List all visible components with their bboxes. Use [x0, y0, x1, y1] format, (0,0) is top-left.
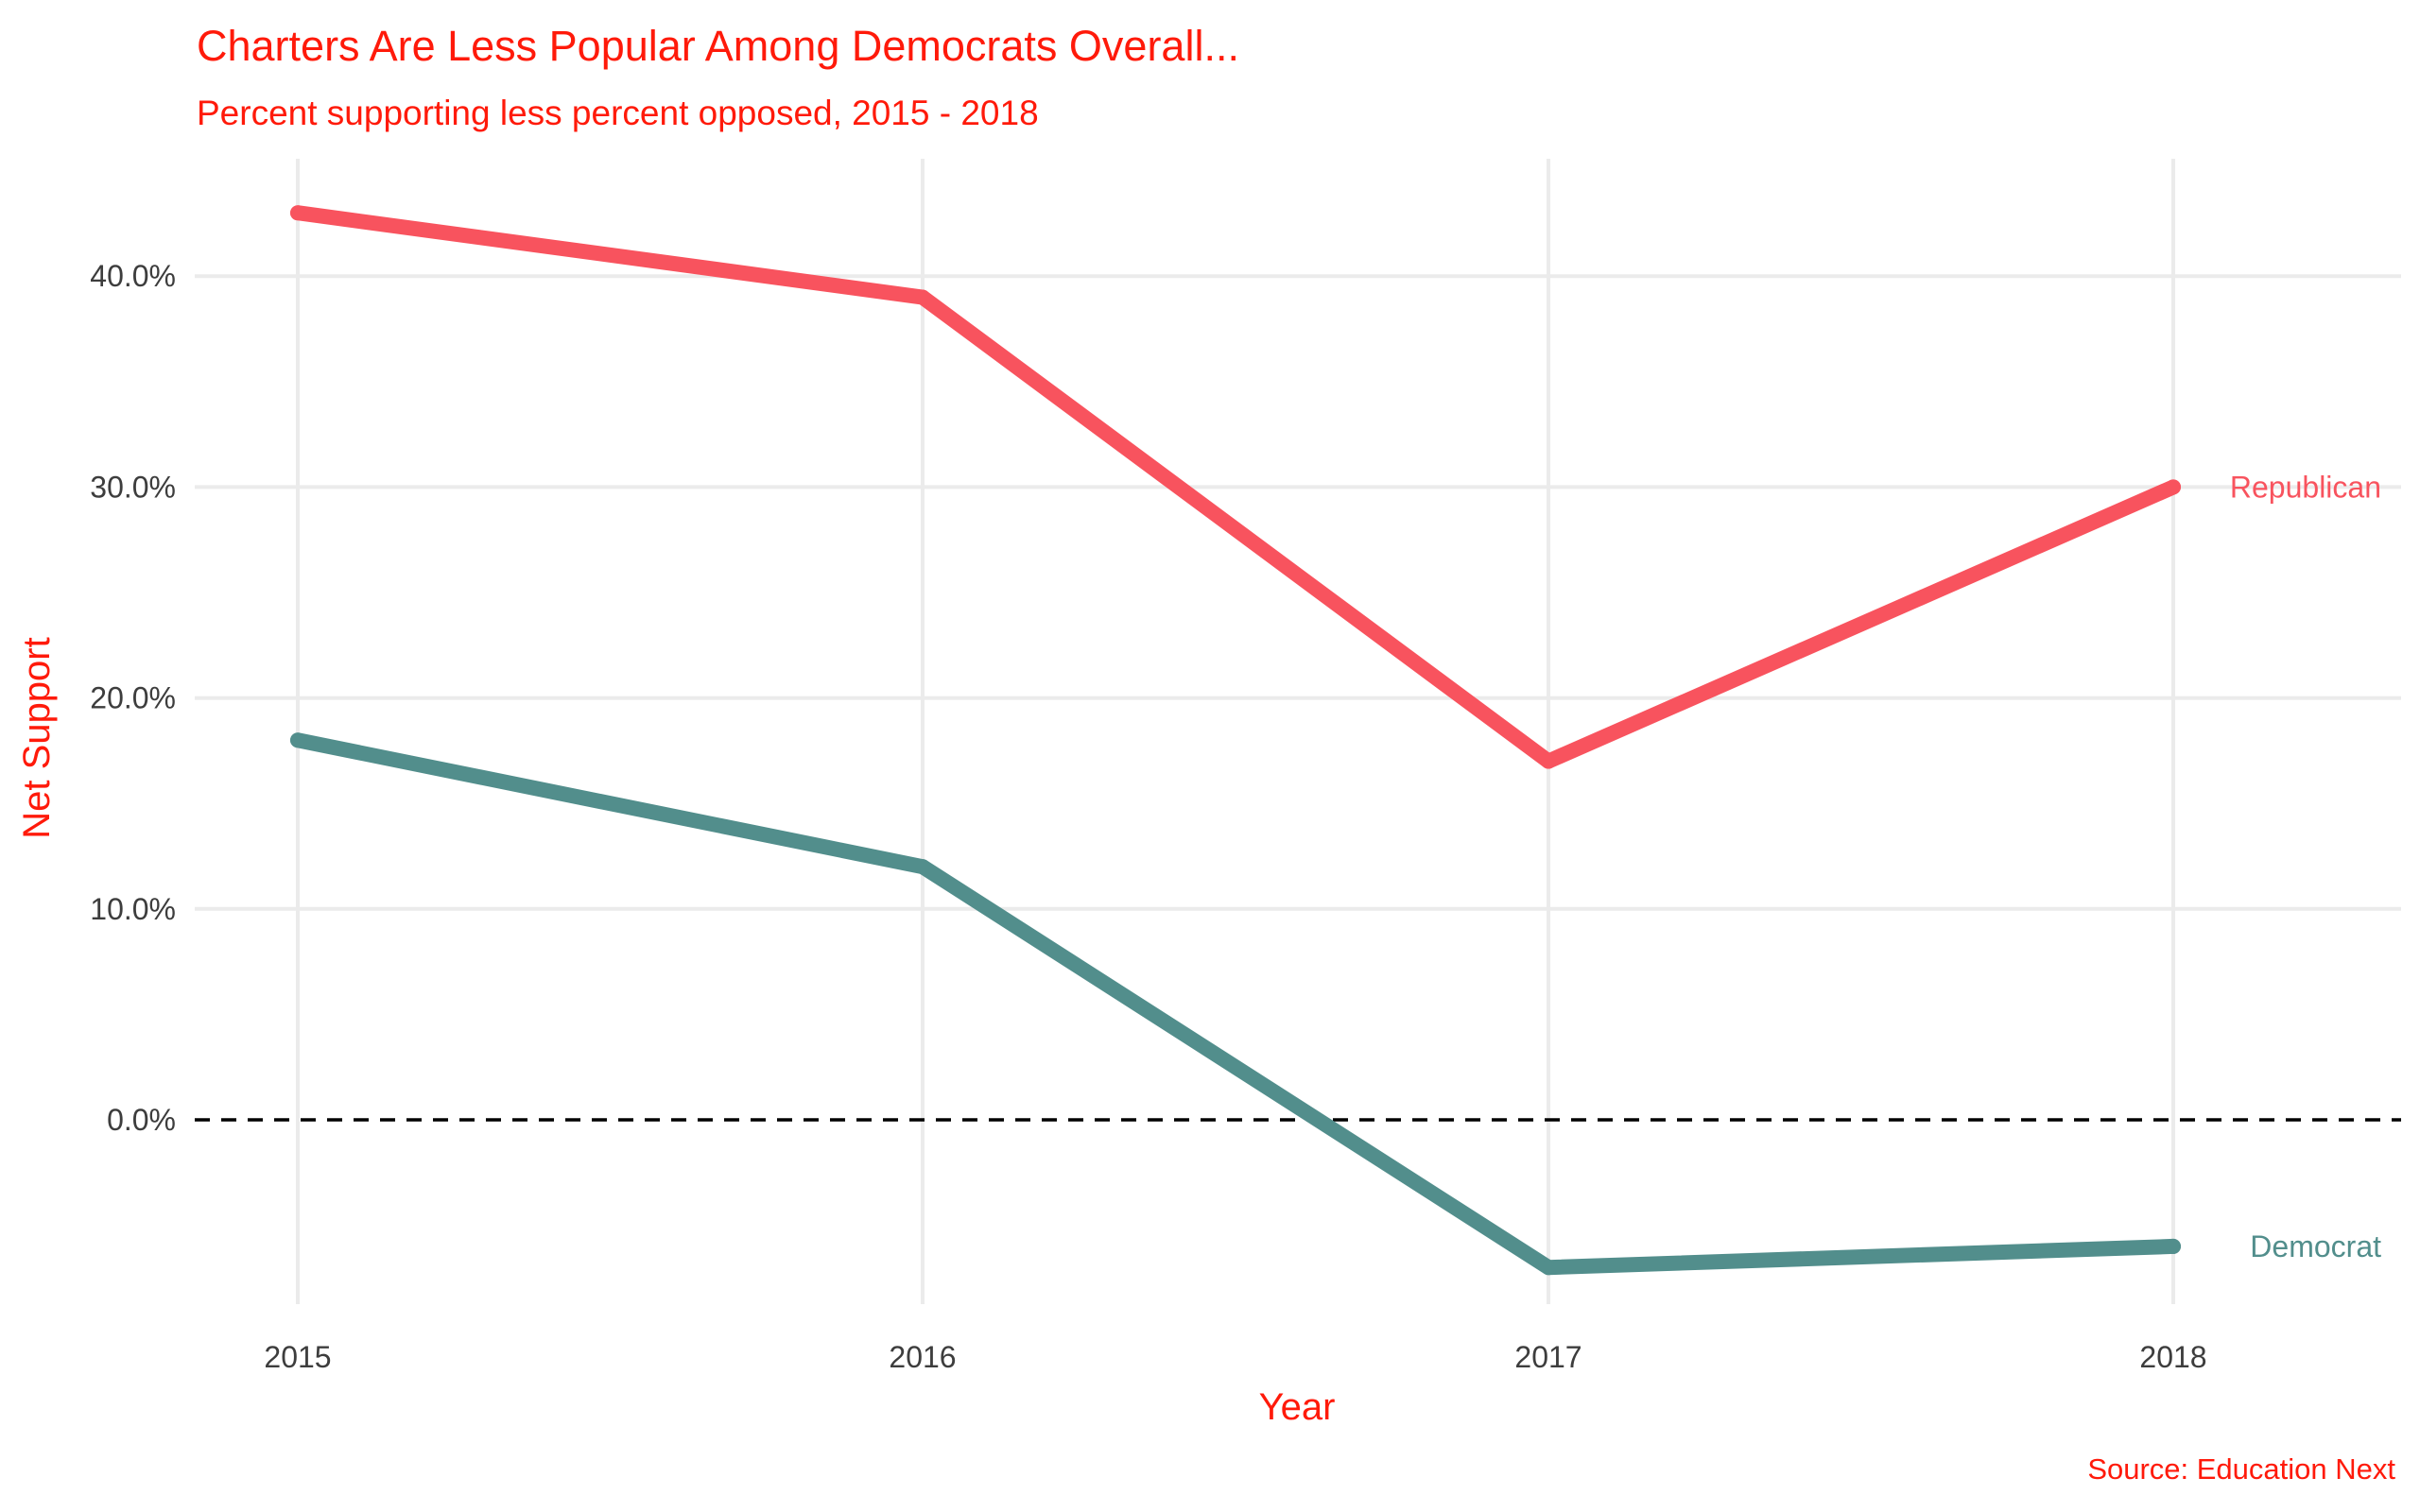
republican-point-2017 — [1541, 753, 1556, 769]
y-tick-label: 40.0% — [90, 259, 176, 293]
y-axis-ticks: 0.0% 10.0% 20.0% 30.0% 40.0% — [90, 259, 176, 1137]
y-tick-label: 20.0% — [90, 681, 176, 715]
republican-series-line — [290, 205, 2181, 769]
y-axis-title: Net Support — [16, 637, 58, 838]
x-tick-label: 2018 — [2139, 1340, 2206, 1374]
republican-series-label: Republican — [2230, 470, 2381, 504]
chart-title: Charters Are Less Popular Among Democrat… — [197, 22, 1239, 70]
democrat-series-label: Democrat — [2250, 1229, 2381, 1263]
democrat-point-2015 — [290, 732, 305, 748]
x-axis-ticks: 2015 2016 2017 2018 — [264, 1340, 2206, 1374]
series-lines — [290, 205, 2181, 1276]
x-axis-title: Year — [1259, 1386, 1336, 1428]
y-tick-label: 0.0% — [107, 1103, 176, 1137]
source-caption: Source: Education Next — [2087, 1452, 2395, 1486]
republican-point-2018 — [2166, 479, 2181, 495]
y-tick-label: 10.0% — [90, 892, 176, 926]
democrat-point-2016 — [915, 859, 930, 875]
y-tick-label: 30.0% — [90, 470, 176, 504]
republican-point-2015 — [290, 205, 305, 221]
x-tick-label: 2016 — [889, 1340, 956, 1374]
democrat-series-line — [290, 732, 2181, 1276]
democrat-point-2018 — [2166, 1238, 2181, 1254]
series-points — [290, 205, 2181, 1276]
x-tick-label: 2017 — [1514, 1340, 1582, 1374]
democrat-point-2017 — [1541, 1260, 1556, 1276]
republican-point-2016 — [915, 289, 930, 305]
series-end-labels: Republican Democrat — [2230, 470, 2381, 1263]
gridlines — [195, 159, 2401, 1304]
x-tick-label: 2015 — [264, 1340, 331, 1374]
chart-subtitle: Percent supporting less percent opposed,… — [197, 94, 1039, 132]
